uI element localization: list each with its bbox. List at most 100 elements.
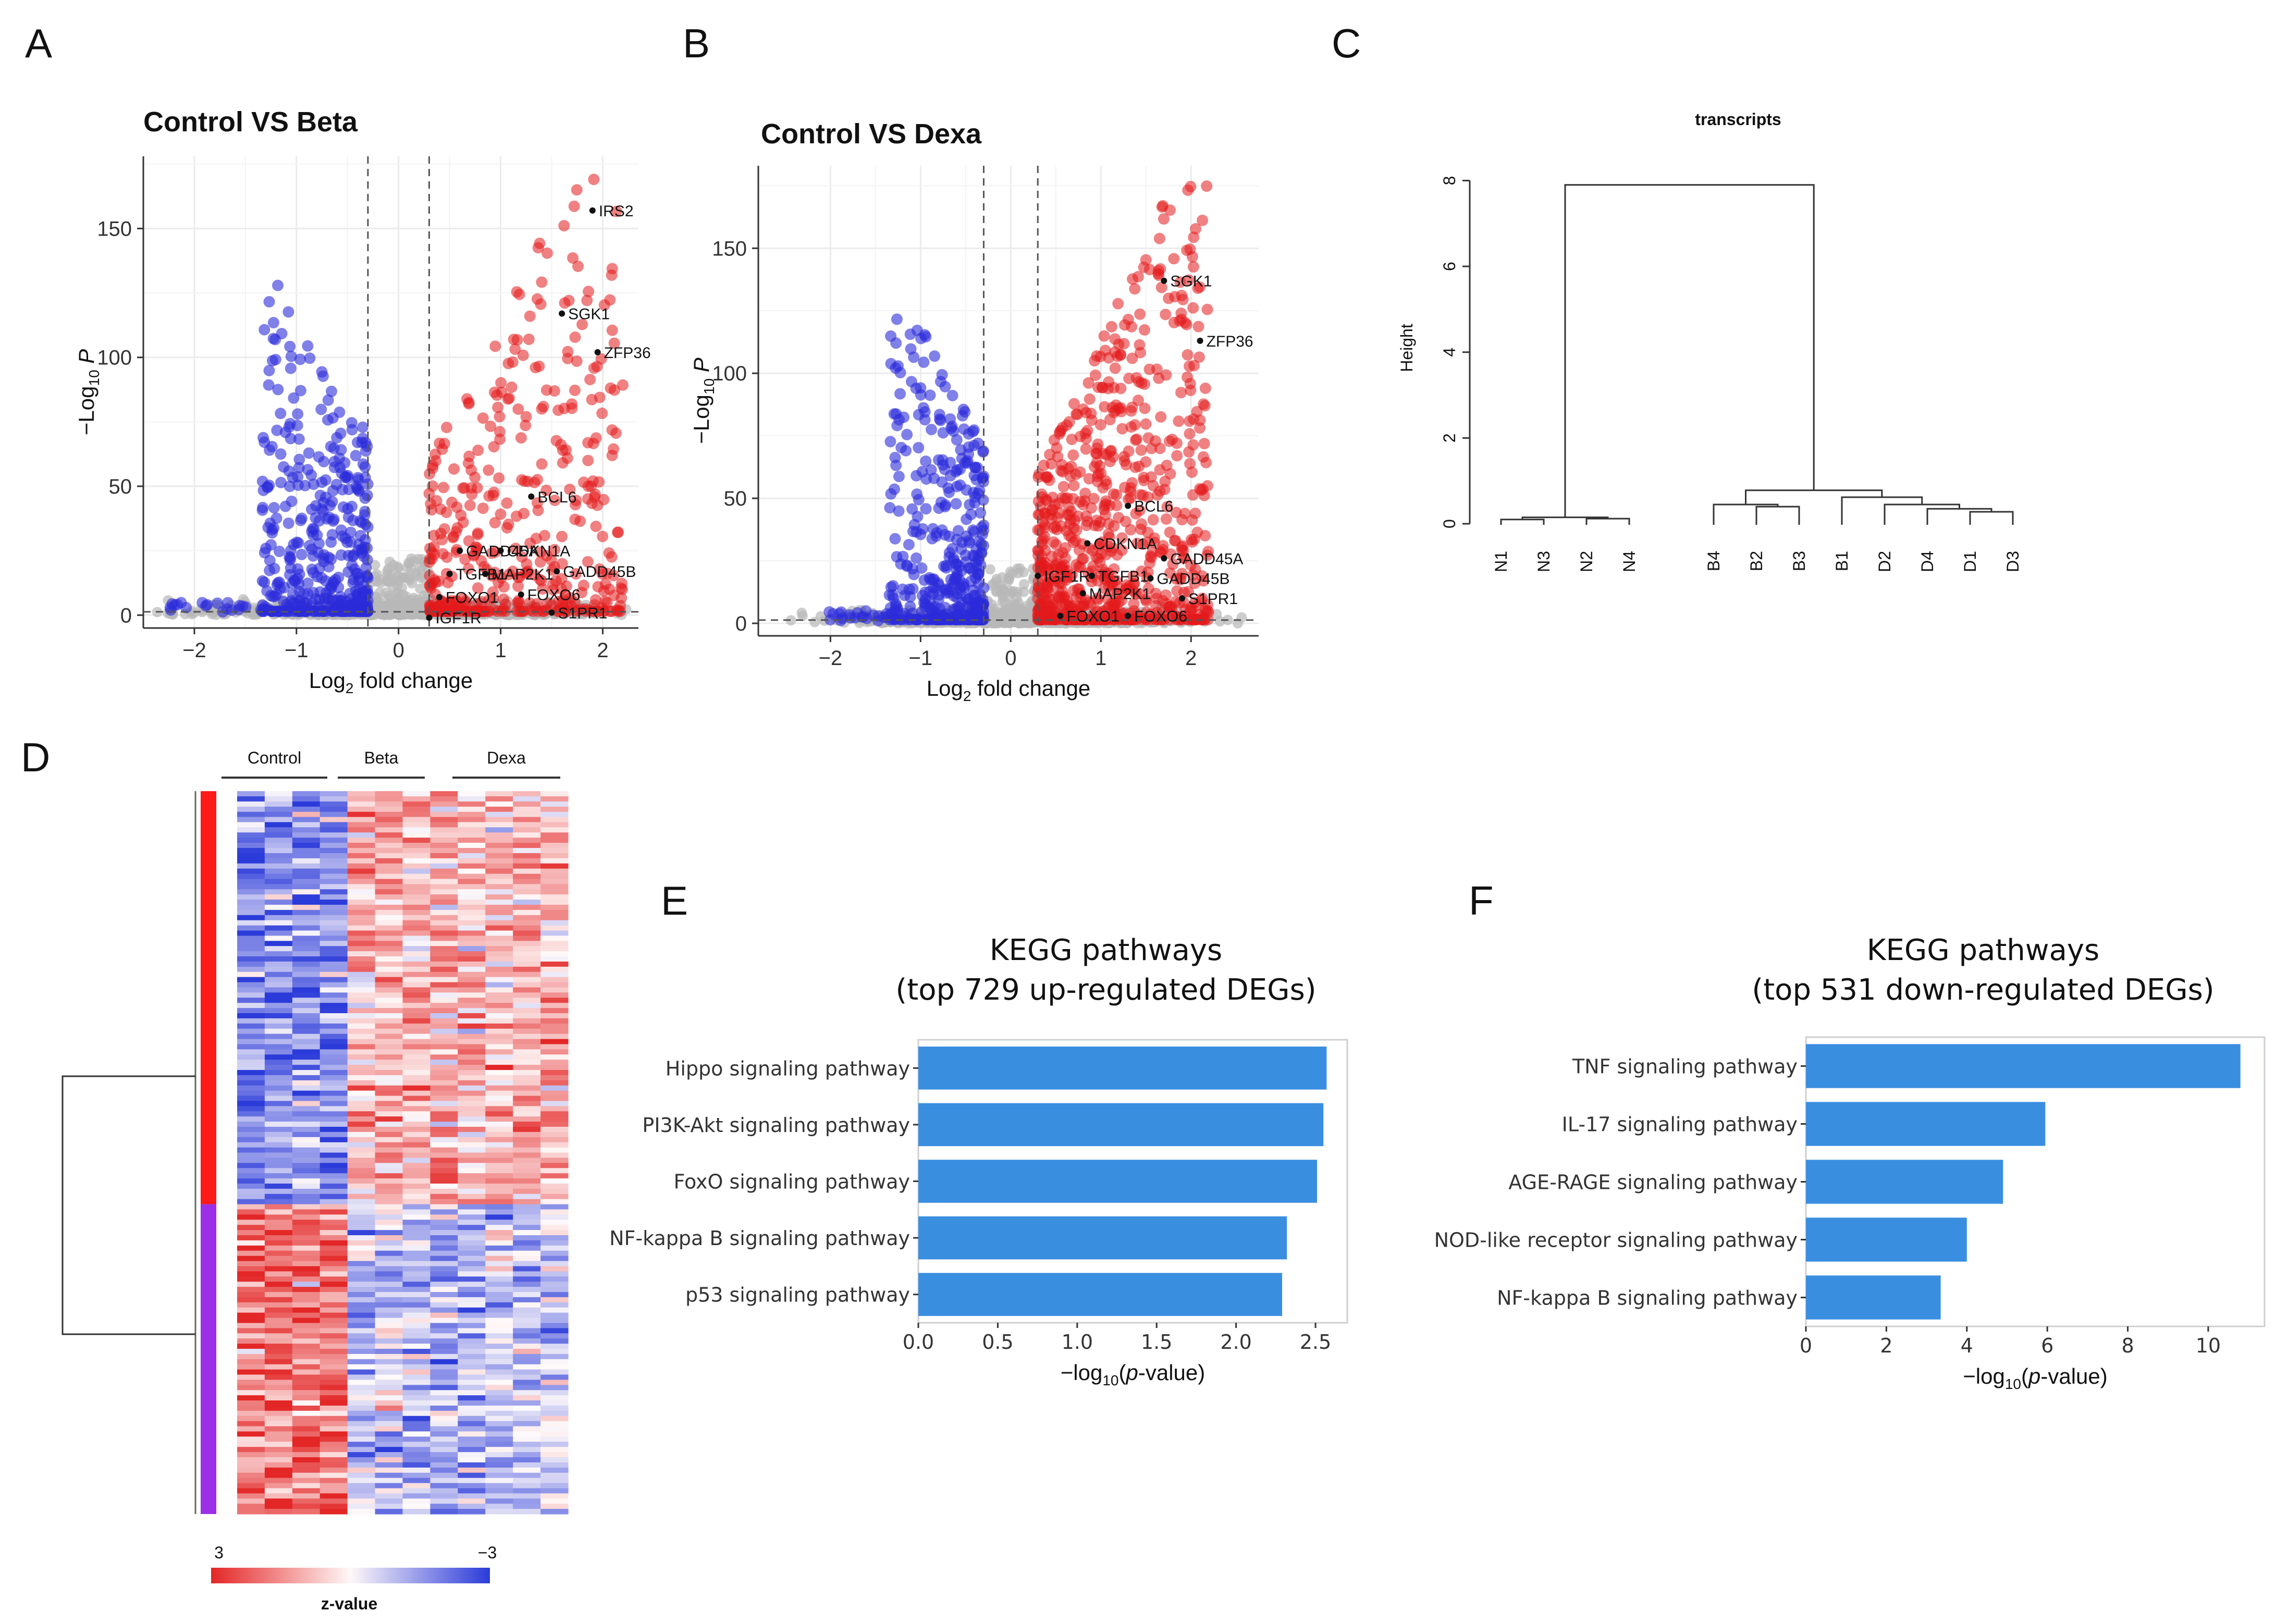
heatmap-cell bbox=[292, 1013, 321, 1019]
heatmap-cell bbox=[540, 811, 569, 818]
heatmap-cell bbox=[375, 1028, 403, 1035]
heatmap-cell bbox=[485, 941, 513, 946]
point-up bbox=[1201, 180, 1213, 192]
point-up bbox=[423, 488, 435, 500]
y-tick-label: 0 bbox=[120, 604, 132, 627]
heatmap-cell bbox=[264, 1039, 293, 1045]
heatmap-cell bbox=[485, 1003, 513, 1008]
heatmap-cell bbox=[264, 977, 293, 983]
heatmap-cell bbox=[292, 982, 321, 988]
heatmap-cell bbox=[458, 956, 486, 962]
heatmap-cell bbox=[347, 1116, 376, 1122]
point-up bbox=[1190, 223, 1202, 235]
heatmap-cell bbox=[292, 1096, 321, 1102]
panel-letter-f: F bbox=[1469, 878, 1494, 924]
heatmap-cell bbox=[540, 889, 569, 895]
heatmap-cell bbox=[292, 1028, 321, 1035]
point-up bbox=[1187, 302, 1199, 314]
heatmap-cell bbox=[430, 900, 458, 905]
heatmap-cell bbox=[292, 817, 321, 823]
heatmap-cell bbox=[237, 904, 265, 911]
heatmap-cell bbox=[264, 1116, 293, 1122]
point-down bbox=[908, 519, 920, 531]
point-up bbox=[1153, 372, 1165, 384]
heatmap-cell bbox=[458, 843, 486, 848]
heatmap-cell bbox=[375, 992, 403, 998]
heatmap-cell bbox=[237, 1101, 265, 1106]
heatmap-cell bbox=[430, 1080, 458, 1086]
heatmap-cell bbox=[347, 838, 376, 843]
point-up bbox=[570, 568, 582, 580]
heatmap-cell bbox=[292, 966, 321, 973]
point-up bbox=[483, 464, 495, 476]
point-up bbox=[495, 508, 507, 520]
point-up bbox=[434, 437, 446, 449]
point-down bbox=[913, 441, 925, 453]
heatmap-cell bbox=[430, 1044, 458, 1050]
heatmap-cell bbox=[292, 858, 321, 864]
heatmap-cell bbox=[319, 982, 348, 988]
heatmap-cell bbox=[402, 1075, 431, 1081]
heatmap-cell bbox=[375, 1101, 403, 1106]
heatmap-cell bbox=[402, 1106, 431, 1112]
heatmap-cell bbox=[347, 1075, 376, 1081]
heatmap-cell bbox=[319, 1028, 348, 1035]
heatmap-cell bbox=[319, 951, 348, 957]
heatmap-cell bbox=[292, 1023, 321, 1029]
point-up bbox=[582, 437, 594, 449]
heatmap-cell bbox=[292, 884, 321, 890]
heatmap-cell bbox=[237, 822, 265, 828]
heatmap-cell bbox=[264, 1122, 293, 1127]
heatmap-cell bbox=[375, 884, 403, 890]
heatmap-cell bbox=[375, 909, 403, 916]
heatmap-cell bbox=[540, 930, 569, 936]
point-up bbox=[1039, 519, 1051, 531]
point-down bbox=[284, 481, 296, 493]
point-down bbox=[972, 568, 984, 580]
heatmap-cell bbox=[540, 1116, 569, 1122]
point-down bbox=[285, 350, 297, 362]
point-down bbox=[350, 450, 362, 462]
heatmap-cell bbox=[347, 1018, 376, 1024]
point-down bbox=[293, 596, 305, 608]
label-anchor-point bbox=[1079, 590, 1086, 597]
point-down bbox=[934, 414, 946, 426]
heatmap-cell bbox=[319, 1075, 348, 1081]
heatmap-cell bbox=[485, 858, 513, 864]
gene-label-gadd45b: GADD45B bbox=[1157, 571, 1229, 588]
heatmap-cell bbox=[319, 894, 348, 900]
heatmap-cell bbox=[540, 884, 569, 890]
point-up bbox=[472, 582, 484, 594]
point-down bbox=[335, 590, 347, 602]
point-down bbox=[944, 413, 956, 425]
heatmap-cell bbox=[347, 1044, 376, 1050]
heatmap-cell bbox=[513, 1065, 541, 1071]
point-up bbox=[1171, 450, 1183, 462]
heatmap-cell bbox=[264, 987, 293, 993]
heatmap-cell bbox=[292, 1090, 321, 1097]
heatmap-cell bbox=[264, 961, 293, 967]
heatmap-cell bbox=[237, 1003, 265, 1008]
point-up bbox=[1152, 265, 1164, 277]
heatmap-cell bbox=[430, 1018, 458, 1024]
heatmap-cell bbox=[292, 1101, 321, 1106]
heatmap-cell bbox=[540, 1013, 569, 1019]
heatmap-cell bbox=[292, 1049, 321, 1055]
heatmap-cell bbox=[375, 956, 403, 962]
point-down bbox=[943, 583, 955, 595]
gene-labels: IRS2SGK1ZFP36BCL6GADD45ACDKN1ATGFB1MAP2K… bbox=[426, 203, 651, 627]
heatmap-cell bbox=[264, 1054, 293, 1060]
label-anchor-point bbox=[1089, 572, 1095, 579]
heatmap-cell bbox=[513, 1085, 541, 1091]
heatmap-cell bbox=[513, 904, 541, 911]
heatmap-cell bbox=[540, 879, 569, 884]
heatmap-cell bbox=[513, 915, 541, 921]
heatmap-cell bbox=[402, 1069, 431, 1076]
point-ns bbox=[1013, 568, 1024, 579]
heatmap-cell bbox=[430, 1003, 458, 1008]
point-up bbox=[594, 391, 606, 403]
heatmap-cell bbox=[485, 1106, 513, 1112]
heatmap-cell bbox=[540, 817, 569, 823]
gene-label-map2k1: MAP2K1 bbox=[1089, 585, 1151, 602]
